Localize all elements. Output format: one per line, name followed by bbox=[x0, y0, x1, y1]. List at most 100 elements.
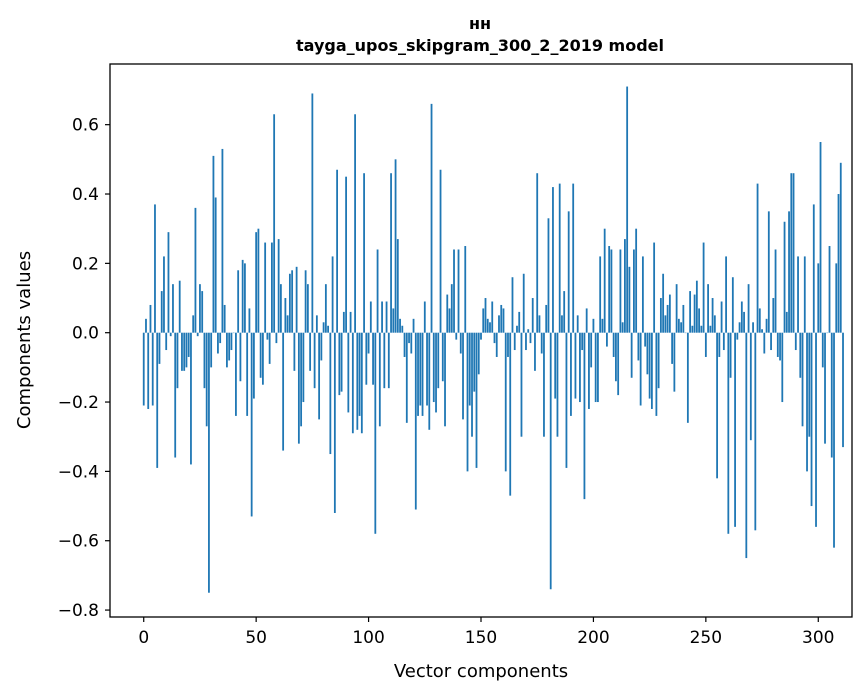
bar bbox=[653, 242, 656, 333]
bar bbox=[156, 332, 159, 468]
bar bbox=[432, 332, 435, 403]
bar bbox=[698, 308, 700, 333]
bar bbox=[154, 204, 156, 333]
bar bbox=[599, 256, 602, 333]
bar bbox=[421, 332, 424, 416]
bar bbox=[185, 332, 188, 368]
bar bbox=[725, 256, 727, 333]
bar bbox=[808, 332, 811, 437]
bar bbox=[262, 332, 264, 385]
bar bbox=[300, 332, 303, 427]
bar bbox=[633, 249, 635, 333]
bar bbox=[183, 332, 186, 371]
bar bbox=[765, 318, 768, 333]
bar bbox=[203, 332, 206, 389]
bar bbox=[543, 332, 545, 437]
bar bbox=[722, 332, 725, 351]
bar bbox=[716, 332, 718, 479]
bar bbox=[302, 332, 305, 403]
y-tick-label: 0.0 bbox=[72, 324, 99, 344]
bar bbox=[376, 249, 379, 333]
bar bbox=[610, 249, 613, 333]
bar bbox=[279, 284, 282, 333]
bar bbox=[612, 332, 615, 357]
bar bbox=[518, 311, 521, 333]
bar bbox=[729, 332, 732, 378]
bar bbox=[194, 207, 197, 333]
bar bbox=[309, 332, 312, 371]
bar bbox=[619, 249, 622, 333]
bar bbox=[318, 332, 321, 420]
bar bbox=[572, 183, 575, 333]
bar bbox=[257, 228, 260, 333]
bar bbox=[169, 332, 172, 337]
bar bbox=[172, 284, 174, 333]
bar bbox=[641, 256, 644, 333]
x-tick-label: 0 bbox=[138, 628, 149, 648]
bar bbox=[295, 266, 298, 333]
bar bbox=[345, 176, 347, 333]
bar bbox=[401, 325, 404, 333]
bar bbox=[324, 284, 327, 333]
bar bbox=[695, 280, 698, 333]
bar bbox=[196, 332, 199, 337]
bar bbox=[527, 329, 530, 333]
bar bbox=[799, 332, 802, 378]
bar bbox=[408, 332, 410, 344]
bar bbox=[250, 332, 253, 517]
bar bbox=[734, 332, 736, 527]
bar bbox=[390, 173, 392, 333]
bar bbox=[493, 332, 496, 344]
bar bbox=[259, 332, 262, 378]
bar bbox=[772, 298, 775, 333]
bar bbox=[360, 332, 363, 434]
bar bbox=[567, 211, 570, 333]
bar bbox=[293, 332, 296, 371]
bar bbox=[482, 308, 485, 333]
bar bbox=[336, 169, 338, 333]
bar bbox=[668, 294, 671, 333]
bar bbox=[664, 315, 667, 333]
bar bbox=[322, 322, 325, 333]
bar bbox=[671, 332, 674, 364]
bar bbox=[466, 332, 469, 472]
bar bbox=[246, 332, 249, 416]
bar bbox=[253, 332, 255, 399]
bar bbox=[727, 332, 730, 534]
bar bbox=[480, 332, 482, 340]
bar bbox=[410, 332, 413, 354]
bar bbox=[450, 284, 453, 333]
bar bbox=[208, 332, 210, 593]
bar bbox=[306, 284, 309, 333]
bar bbox=[511, 277, 514, 333]
bar bbox=[603, 228, 606, 333]
bar bbox=[363, 173, 365, 333]
bar bbox=[277, 239, 280, 333]
bar bbox=[792, 173, 795, 333]
bar bbox=[538, 315, 541, 333]
bar bbox=[583, 332, 586, 500]
x-tick-label: 50 bbox=[245, 628, 267, 648]
bar bbox=[774, 249, 777, 333]
bar bbox=[666, 304, 669, 333]
bar bbox=[812, 204, 815, 333]
bar bbox=[491, 301, 494, 333]
bar bbox=[230, 332, 233, 351]
bar bbox=[419, 332, 422, 406]
bar bbox=[349, 311, 352, 333]
bar bbox=[803, 256, 806, 333]
bar bbox=[163, 256, 165, 333]
bar bbox=[199, 284, 201, 333]
bar bbox=[630, 332, 633, 378]
bar bbox=[513, 332, 516, 351]
bar bbox=[356, 332, 359, 430]
bar bbox=[597, 332, 599, 403]
bar bbox=[275, 332, 278, 344]
bar bbox=[365, 332, 368, 385]
bar bbox=[835, 263, 838, 333]
bar bbox=[545, 304, 548, 333]
bar bbox=[709, 325, 712, 333]
bar bbox=[556, 332, 559, 437]
bar bbox=[839, 162, 842, 333]
bar bbox=[547, 218, 550, 333]
